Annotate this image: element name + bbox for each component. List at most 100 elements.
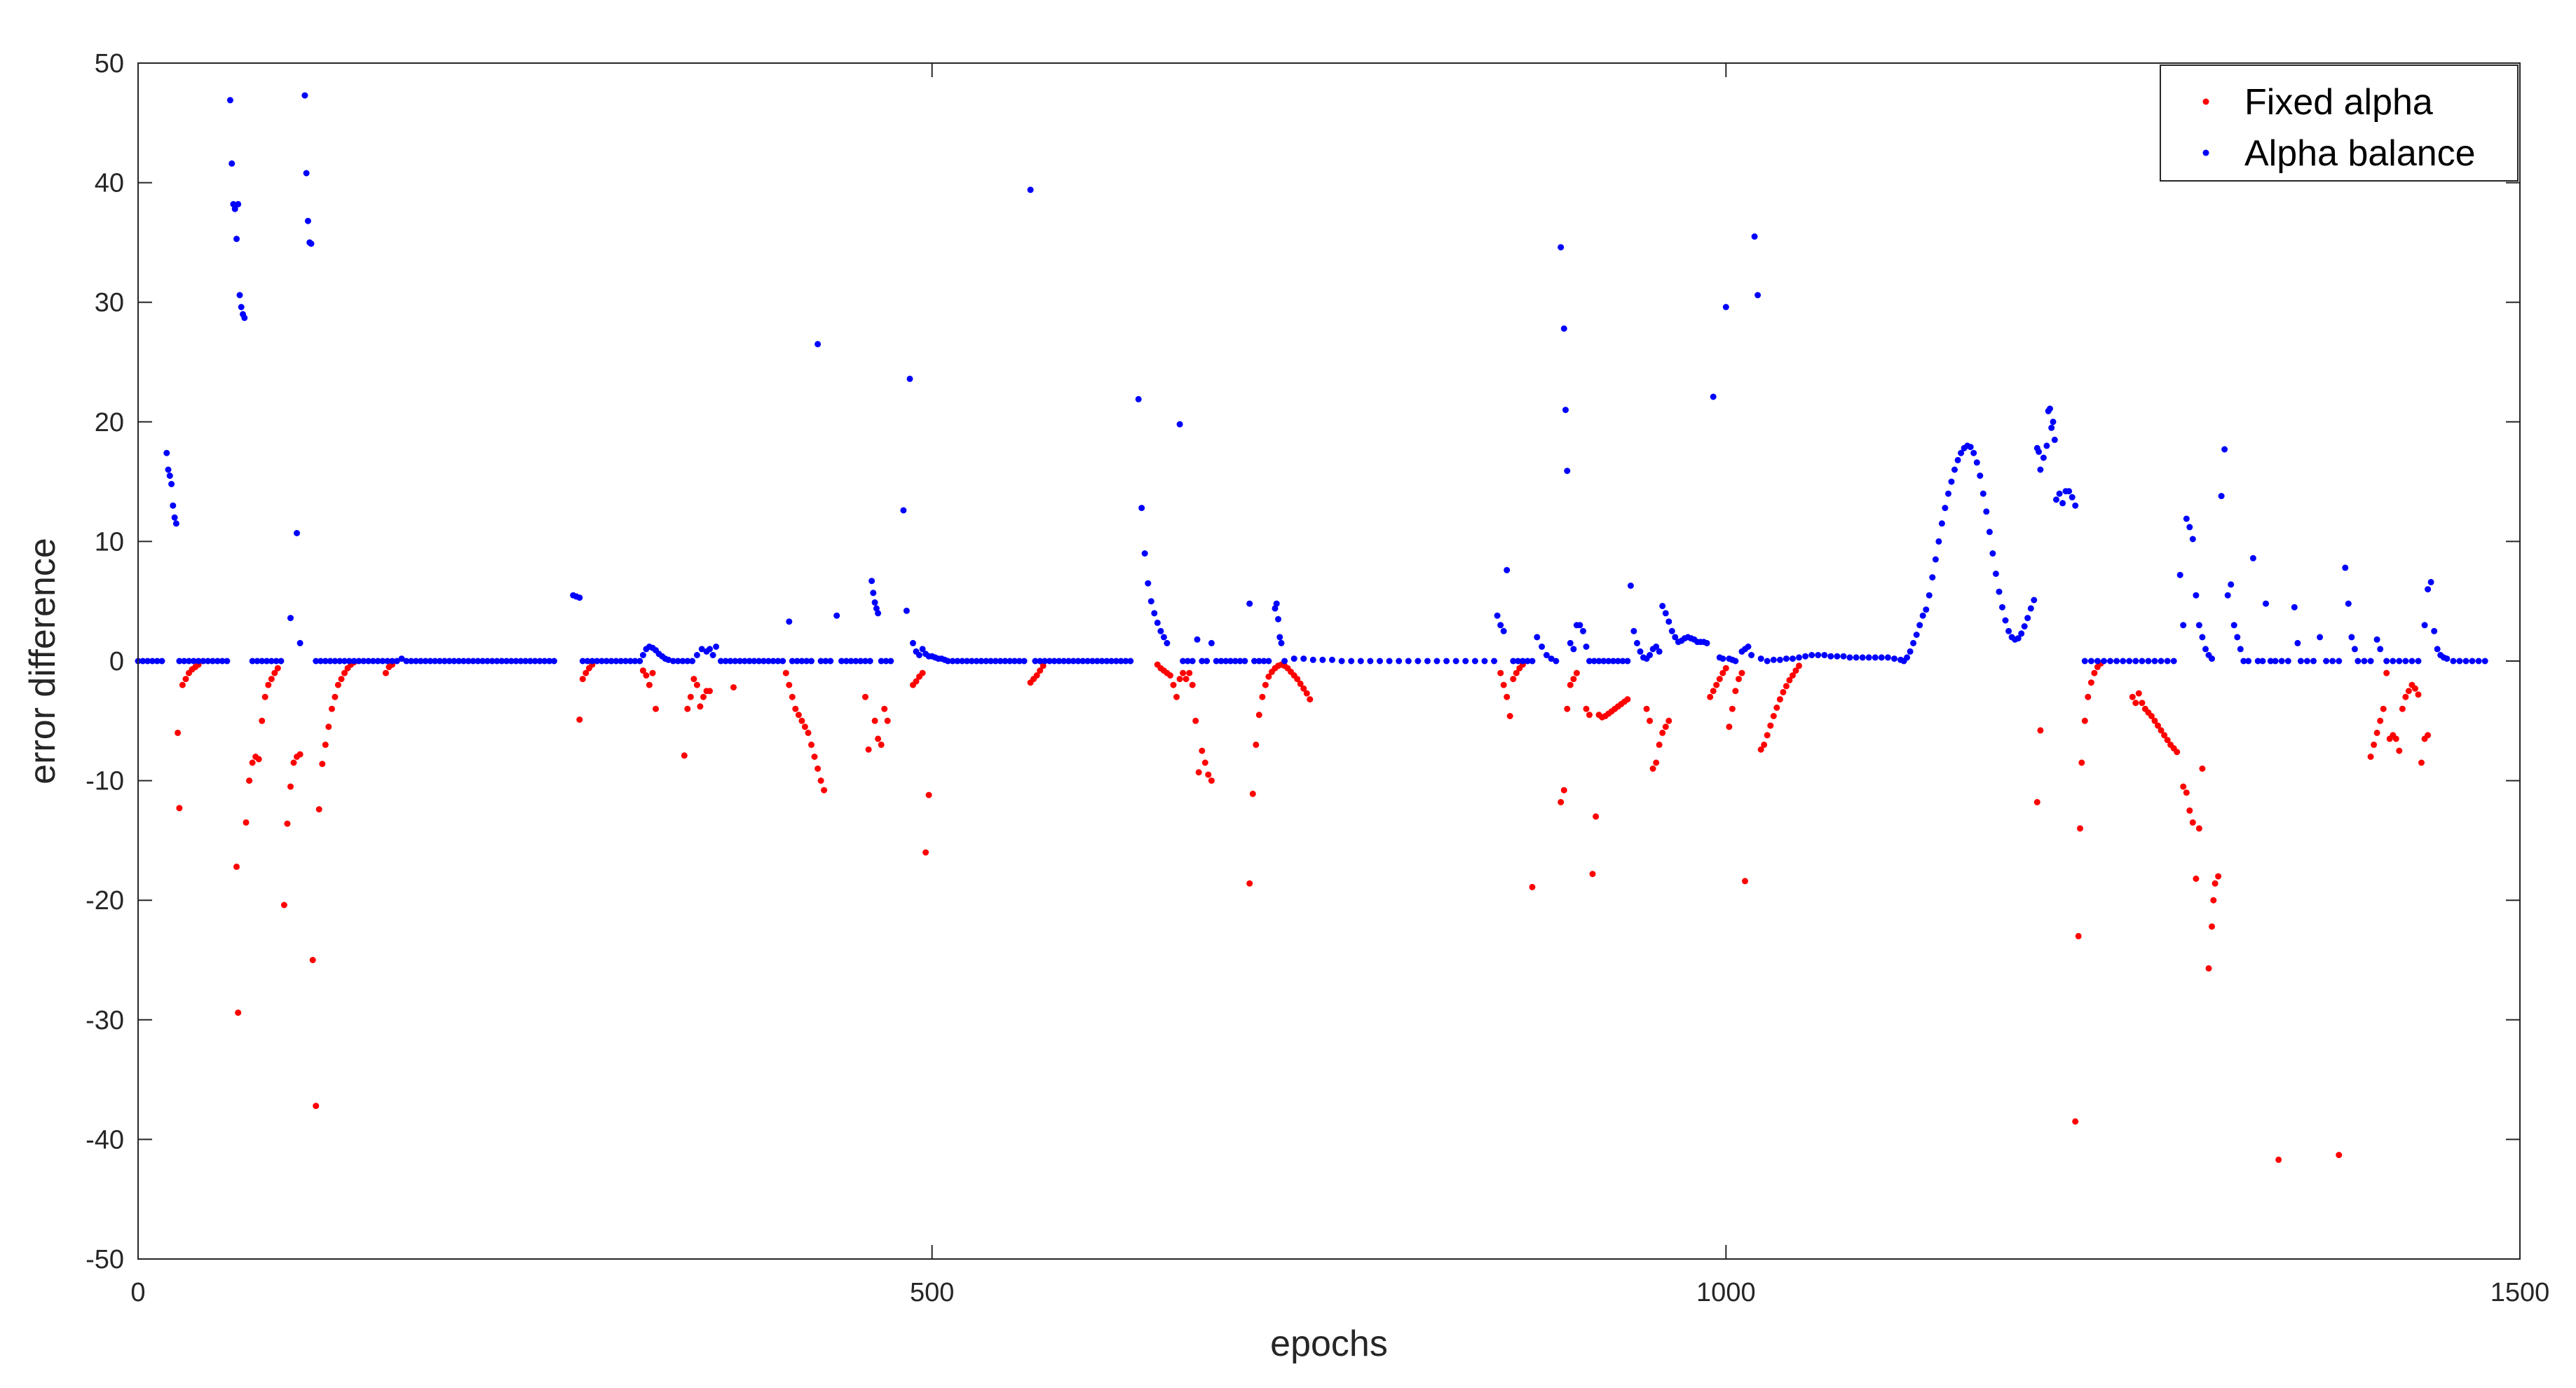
- data-point: [465, 658, 472, 665]
- data-point: [475, 658, 482, 665]
- data-point: [309, 957, 316, 963]
- data-point: [613, 658, 620, 665]
- data-point: [1643, 705, 1650, 712]
- data-point: [2210, 897, 2217, 904]
- data-point: [268, 676, 275, 683]
- data-point: [910, 639, 916, 646]
- data-point: [1726, 723, 1733, 730]
- data-point: [1564, 468, 1571, 475]
- data-point: [1792, 667, 1799, 674]
- data-point: [2456, 658, 2463, 665]
- data-point: [1713, 681, 1720, 688]
- data-point: [1719, 655, 1726, 662]
- data-point: [1926, 592, 1933, 599]
- data-point: [2234, 634, 2241, 641]
- data-point: [319, 761, 326, 768]
- data-point: [2113, 658, 2120, 665]
- data-point: [1619, 658, 1626, 665]
- data-point: [2024, 615, 2031, 622]
- data-point: [1300, 685, 1307, 692]
- data-point: [576, 594, 583, 601]
- data-point: [1904, 654, 1911, 661]
- data-point: [1186, 669, 1193, 676]
- data-point: [1707, 693, 1714, 700]
- data-point: [2377, 717, 2384, 724]
- y-tick-label: -30: [86, 1006, 124, 1035]
- data-point: [1630, 627, 1637, 634]
- data-point: [2373, 729, 2380, 736]
- data-point: [2221, 446, 2228, 453]
- data-point: [360, 658, 367, 665]
- data-point: [1999, 604, 2005, 611]
- data-point: [2348, 634, 2355, 641]
- data-point: [1294, 676, 1301, 683]
- data-point: [2469, 658, 2476, 665]
- data-point: [2383, 669, 2390, 676]
- data-point: [259, 717, 266, 724]
- data-point: [852, 658, 859, 665]
- data-point: [1272, 605, 1279, 612]
- data-point: [2056, 490, 2063, 497]
- data-point: [446, 658, 453, 665]
- data-point: [1564, 705, 1571, 712]
- data-point: [1002, 658, 1009, 665]
- data-point: [1218, 658, 1225, 665]
- data-point: [1846, 654, 1853, 661]
- data-point: [2444, 655, 2451, 662]
- data-point: [541, 658, 548, 665]
- data-point: [271, 669, 278, 676]
- data-point: [2237, 646, 2244, 653]
- data-point: [1665, 618, 1672, 625]
- data-point: [2170, 658, 2177, 665]
- data-point: [229, 160, 236, 167]
- data-point: [369, 658, 376, 665]
- data-point: [2015, 635, 2022, 642]
- y-axis-label: error difference: [22, 538, 63, 784]
- data-point: [287, 615, 294, 622]
- data-point: [1751, 233, 1758, 240]
- data-point: [1032, 658, 1039, 665]
- data-point: [166, 472, 173, 479]
- data-point: [374, 658, 381, 665]
- data-point: [1443, 658, 1450, 665]
- data-point: [1154, 619, 1161, 626]
- data-point: [1160, 634, 1167, 641]
- data-point: [503, 658, 510, 665]
- data-point: [847, 658, 854, 665]
- data-point: [838, 658, 845, 665]
- data-point: [365, 658, 372, 665]
- data-point: [2145, 658, 2152, 665]
- data-point: [1497, 669, 1504, 676]
- data-point: [456, 658, 463, 665]
- data-point: [693, 652, 700, 658]
- data-point: [163, 449, 170, 456]
- data-point: [1929, 574, 1936, 581]
- data-point: [2415, 658, 2422, 665]
- data-point: [875, 735, 882, 742]
- data-point: [522, 658, 529, 665]
- data-point: [639, 652, 646, 658]
- data-point: [507, 658, 514, 665]
- data-point: [254, 658, 261, 665]
- data-point: [1910, 639, 1917, 646]
- data-point: [1548, 655, 1555, 662]
- data-point: [906, 375, 913, 382]
- data-point: [1079, 658, 1086, 665]
- data-point: [2161, 732, 2168, 739]
- data-point: [649, 669, 656, 676]
- data-point: [795, 712, 802, 719]
- data-point: [1989, 550, 1996, 557]
- data-point: [2189, 536, 2196, 543]
- data-point: [1084, 658, 1091, 665]
- data-point: [2195, 622, 2202, 629]
- data-point: [2176, 571, 2183, 578]
- data-point: [460, 658, 467, 665]
- data-point: [2245, 658, 2252, 665]
- data-point: [332, 658, 339, 665]
- data-point: [1027, 186, 1034, 193]
- data-point: [1093, 658, 1100, 665]
- data-point: [1865, 654, 1872, 661]
- data-point: [779, 658, 786, 665]
- data-point: [238, 304, 245, 311]
- data-point: [2267, 658, 2274, 665]
